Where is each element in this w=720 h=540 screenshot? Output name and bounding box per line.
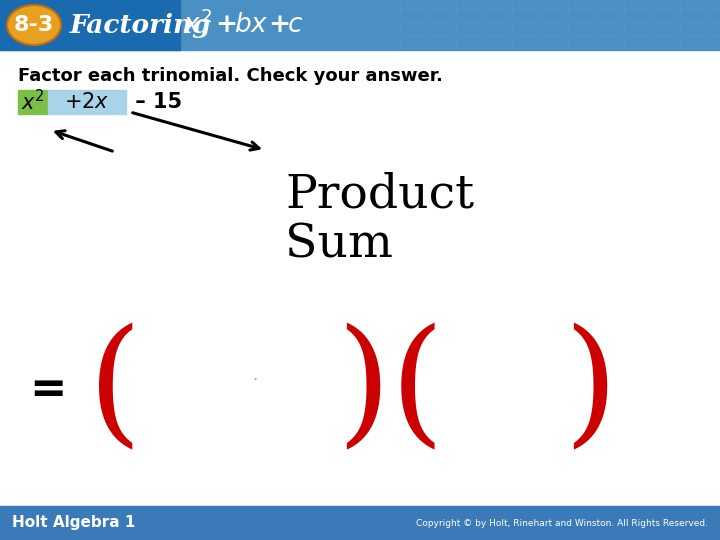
Bar: [708, 36, 720, 48]
Text: ): ): [563, 323, 617, 457]
Bar: [680, 8, 705, 20]
Bar: [540, 36, 565, 48]
Bar: [652, 0, 677, 6]
Bar: [400, 36, 425, 48]
Bar: [540, 8, 565, 20]
Bar: [624, 8, 649, 20]
Bar: [456, 36, 481, 48]
Bar: [568, 8, 593, 20]
Bar: [0, 506, 720, 540]
Bar: [48, 90, 126, 114]
Bar: [596, 0, 621, 6]
Bar: [0, 0, 720, 50]
Text: $x^2$: $x^2$: [21, 90, 45, 114]
Text: Holt Algebra 1: Holt Algebra 1: [12, 516, 135, 530]
Bar: [512, 22, 537, 34]
Bar: [400, 8, 425, 20]
Bar: [680, 0, 705, 6]
Text: Factor each trinomial. Check your answer.: Factor each trinomial. Check your answer…: [18, 67, 443, 85]
Bar: [428, 36, 453, 48]
Text: $+ 2x$: $+ 2x$: [64, 92, 109, 112]
Bar: [428, 8, 453, 20]
Ellipse shape: [7, 5, 61, 45]
Bar: [512, 36, 537, 48]
Bar: [484, 0, 509, 6]
Bar: [624, 22, 649, 34]
Bar: [456, 0, 481, 6]
Bar: [456, 8, 481, 20]
Bar: [540, 22, 565, 34]
Text: +: +: [268, 12, 290, 37]
Text: – 15: – 15: [128, 92, 182, 112]
Bar: [596, 36, 621, 48]
Bar: [400, 22, 425, 34]
Bar: [568, 0, 593, 6]
Text: +: +: [215, 12, 237, 37]
Text: Product: Product: [285, 172, 474, 218]
Bar: [708, 8, 720, 20]
Bar: [708, 0, 720, 6]
Bar: [428, 22, 453, 34]
Bar: [652, 8, 677, 20]
Bar: [428, 0, 453, 6]
Bar: [624, 36, 649, 48]
Text: =: =: [30, 368, 67, 411]
Bar: [708, 22, 720, 34]
Text: Sum: Sum: [285, 222, 393, 268]
Bar: [512, 8, 537, 20]
Text: $bx$: $bx$: [234, 12, 269, 38]
Bar: [680, 22, 705, 34]
Bar: [568, 22, 593, 34]
Text: (: (: [88, 323, 142, 457]
Text: ·: ·: [253, 371, 258, 389]
Bar: [0, 0, 180, 50]
Bar: [456, 22, 481, 34]
Bar: [568, 36, 593, 48]
Bar: [400, 0, 425, 6]
Bar: [596, 8, 621, 20]
Text: $x^2$: $x^2$: [183, 11, 212, 39]
Text: Factoring: Factoring: [70, 12, 212, 37]
Text: 8-3: 8-3: [14, 15, 54, 35]
Bar: [540, 0, 565, 6]
Bar: [484, 22, 509, 34]
Bar: [680, 36, 705, 48]
Bar: [652, 36, 677, 48]
Text: $c$: $c$: [287, 12, 303, 38]
Bar: [484, 8, 509, 20]
Bar: [484, 36, 509, 48]
Text: )(: )(: [336, 323, 444, 457]
Bar: [652, 22, 677, 34]
Bar: [624, 0, 649, 6]
Bar: [596, 22, 621, 34]
Text: Copyright © by Holt, Rinehart and Winston. All Rights Reserved.: Copyright © by Holt, Rinehart and Winsto…: [416, 518, 708, 528]
Bar: [512, 0, 537, 6]
Bar: [18, 90, 48, 114]
